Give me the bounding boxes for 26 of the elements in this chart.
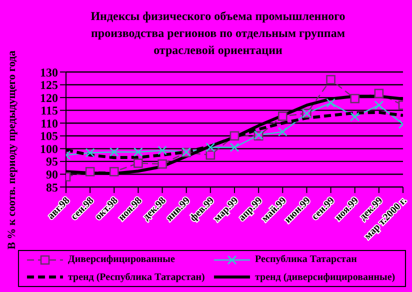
point [374, 88, 384, 98]
legend-label: Диверсифицированные [68, 254, 175, 266]
point [350, 94, 360, 104]
chart-title: Индексы физического объема промышленного производства регионов по отдельным группам отраслевой ориентации [90, 8, 346, 59]
point [109, 167, 119, 176]
y-axis-title: В % к соотв. периоду предыдущего года [5, 50, 19, 252]
point [326, 75, 336, 84]
y-tick-label: 120 [40, 90, 58, 105]
legend-label: тренд (диверсифицированные) [255, 272, 396, 283]
y-tick-label: 130 [40, 65, 58, 80]
point [158, 159, 167, 169]
point [134, 158, 143, 168]
y-tick-label: 95 [46, 154, 58, 169]
y-tick-label: 100 [40, 142, 58, 156]
y-tick-label: 115 [40, 104, 58, 118]
point [278, 112, 288, 121]
point [230, 131, 240, 141]
y-tick-label: 125 [40, 78, 58, 92]
legend-label: Республика Татарстан [255, 254, 357, 266]
y-tick-label: 110 [40, 116, 58, 130]
y-tick-label: 90 [46, 167, 58, 182]
y-tick-label: 85 [46, 180, 58, 194]
y-tick-label: 105 [40, 129, 58, 144]
point [85, 167, 95, 176]
point [206, 150, 216, 160]
legend-label: тренд (Республика Татарстан) [68, 272, 205, 283]
